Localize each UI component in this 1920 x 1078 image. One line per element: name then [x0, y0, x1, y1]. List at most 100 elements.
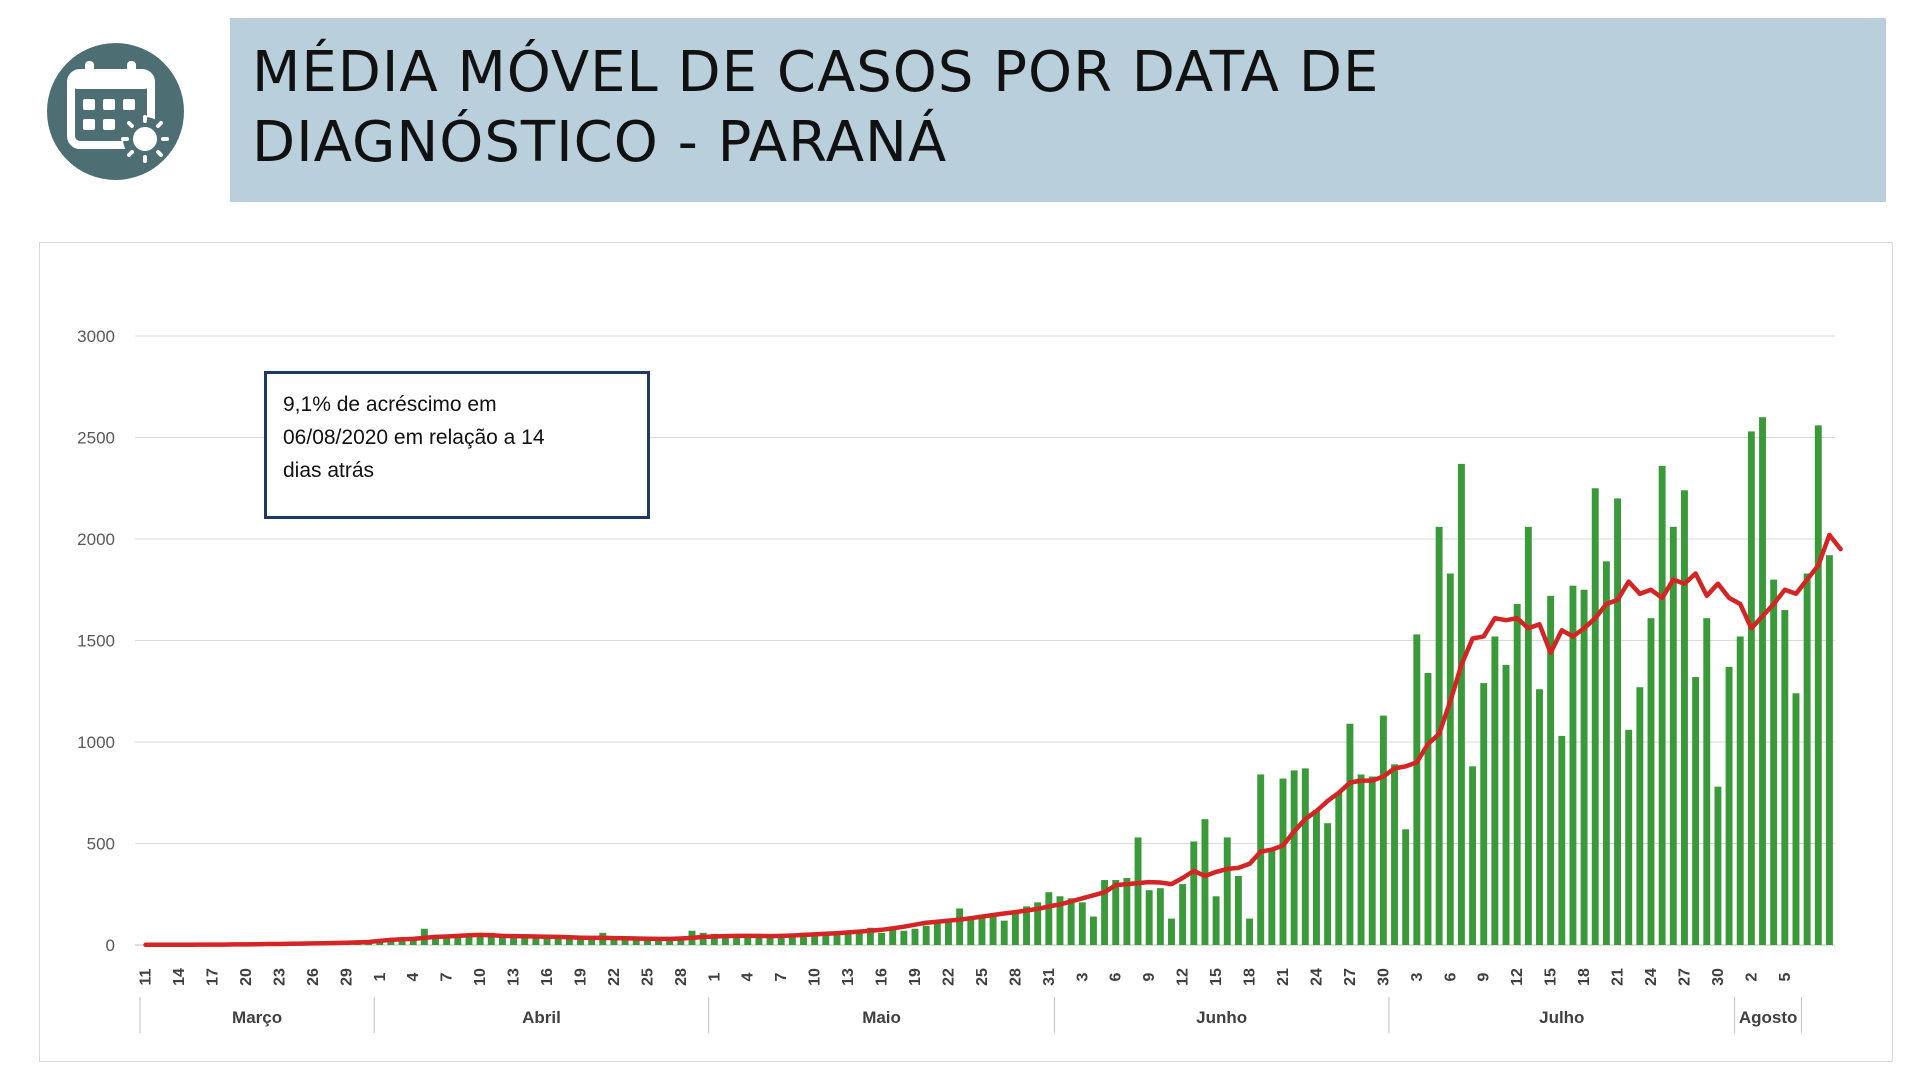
bar — [1625, 729, 1633, 945]
bar — [1134, 837, 1142, 945]
x-tick-label: 22 — [940, 968, 957, 986]
y-tick-label: 1000 — [77, 733, 115, 752]
bar — [945, 920, 952, 945]
bar — [1803, 573, 1811, 945]
bar — [1457, 463, 1465, 945]
x-tick-label: 6 — [1108, 972, 1125, 981]
bar — [733, 936, 741, 945]
bar — [755, 935, 763, 945]
month-label: Agosto — [1739, 1008, 1798, 1027]
x-tick-label: 28 — [673, 968, 690, 986]
bar — [1123, 878, 1131, 945]
title-band — [230, 18, 1886, 202]
bar — [911, 928, 919, 945]
bar — [889, 926, 897, 945]
x-tick-label: 29 — [338, 968, 355, 986]
x-tick-label: 15 — [1208, 968, 1225, 986]
bar — [1792, 693, 1800, 945]
bar — [844, 931, 852, 945]
bar — [878, 932, 886, 945]
bar — [1602, 561, 1610, 945]
bar — [1714, 786, 1722, 945]
bar — [432, 937, 439, 945]
bar — [1692, 677, 1700, 945]
bar — [1011, 910, 1019, 945]
bar — [632, 936, 640, 945]
bar — [565, 938, 573, 945]
bar — [1257, 774, 1265, 945]
bar — [1424, 672, 1432, 945]
bar — [1279, 778, 1287, 945]
bar — [1156, 888, 1164, 945]
x-tick-label: 16 — [874, 968, 891, 986]
bar — [376, 941, 384, 945]
bar — [1636, 687, 1644, 945]
bar — [1614, 498, 1622, 945]
y-tick-label: 500 — [87, 835, 115, 854]
bar — [443, 936, 451, 945]
bar — [1491, 636, 1499, 945]
month-label: Julho — [1539, 1008, 1584, 1027]
bar — [1580, 589, 1588, 945]
bar — [788, 934, 796, 945]
bar — [978, 914, 986, 945]
bar — [833, 932, 841, 945]
x-tick-label: 12 — [1509, 968, 1526, 986]
bar — [1089, 916, 1097, 945]
bar — [1569, 585, 1577, 945]
bar — [956, 908, 964, 945]
x-tick-label: 9 — [1476, 972, 1493, 981]
bar — [1524, 526, 1532, 945]
month-label: Abril — [522, 1008, 561, 1027]
x-tick-label: 9 — [1141, 972, 1158, 981]
bar — [1023, 906, 1030, 945]
x-tick-label: 1 — [706, 972, 723, 981]
x-tick-label: 3 — [1074, 972, 1091, 981]
bar — [1101, 880, 1109, 945]
x-tick-label: 16 — [539, 968, 556, 986]
bar — [1290, 770, 1298, 945]
x-tick-label: 22 — [606, 968, 623, 986]
bar — [1034, 902, 1042, 945]
x-tick-label: 5 — [1777, 972, 1794, 981]
title-line-2: DIAGNÓSTICO - PARANÁ — [252, 110, 948, 175]
month-label: Junho — [1196, 1008, 1247, 1027]
x-tick-label: 21 — [1610, 968, 1627, 986]
x-tick-label: 7 — [439, 972, 456, 981]
x-tick-label: 4 — [405, 972, 422, 981]
x-tick-label: 31 — [1041, 968, 1058, 986]
bar — [800, 932, 807, 945]
calendar-icon — [67, 61, 169, 163]
bar — [1391, 764, 1398, 945]
x-tick-label: 3 — [1409, 972, 1426, 981]
bar — [1268, 849, 1276, 945]
bar — [1747, 431, 1755, 945]
bar — [1469, 766, 1477, 945]
bar — [1781, 610, 1789, 945]
bar — [744, 934, 752, 945]
bar — [1201, 819, 1209, 945]
bar — [1056, 896, 1064, 945]
x-tick-label: 25 — [974, 968, 991, 986]
bar — [1168, 918, 1175, 945]
x-tick-label: 10 — [472, 968, 489, 986]
x-tick-label: 28 — [1007, 968, 1024, 986]
bar — [1223, 837, 1231, 945]
bar — [855, 930, 863, 945]
page-title: MÉDIA MÓVEL DE CASOS POR DATA DE DIAGNÓS… — [252, 38, 1852, 178]
bar — [1190, 841, 1198, 945]
bar — [1357, 774, 1365, 945]
bar — [1658, 465, 1666, 945]
bar — [521, 934, 529, 945]
bar — [1368, 776, 1376, 945]
bar — [1413, 634, 1421, 945]
bar — [1212, 896, 1220, 945]
bar — [967, 918, 975, 945]
x-tick-label: 1 — [372, 972, 389, 981]
bar — [1502, 664, 1510, 945]
bar — [1045, 892, 1053, 945]
bar — [655, 938, 662, 945]
bar — [1446, 573, 1454, 945]
x-tick-label: 20 — [238, 968, 255, 986]
x-tick-label: 13 — [506, 968, 523, 986]
